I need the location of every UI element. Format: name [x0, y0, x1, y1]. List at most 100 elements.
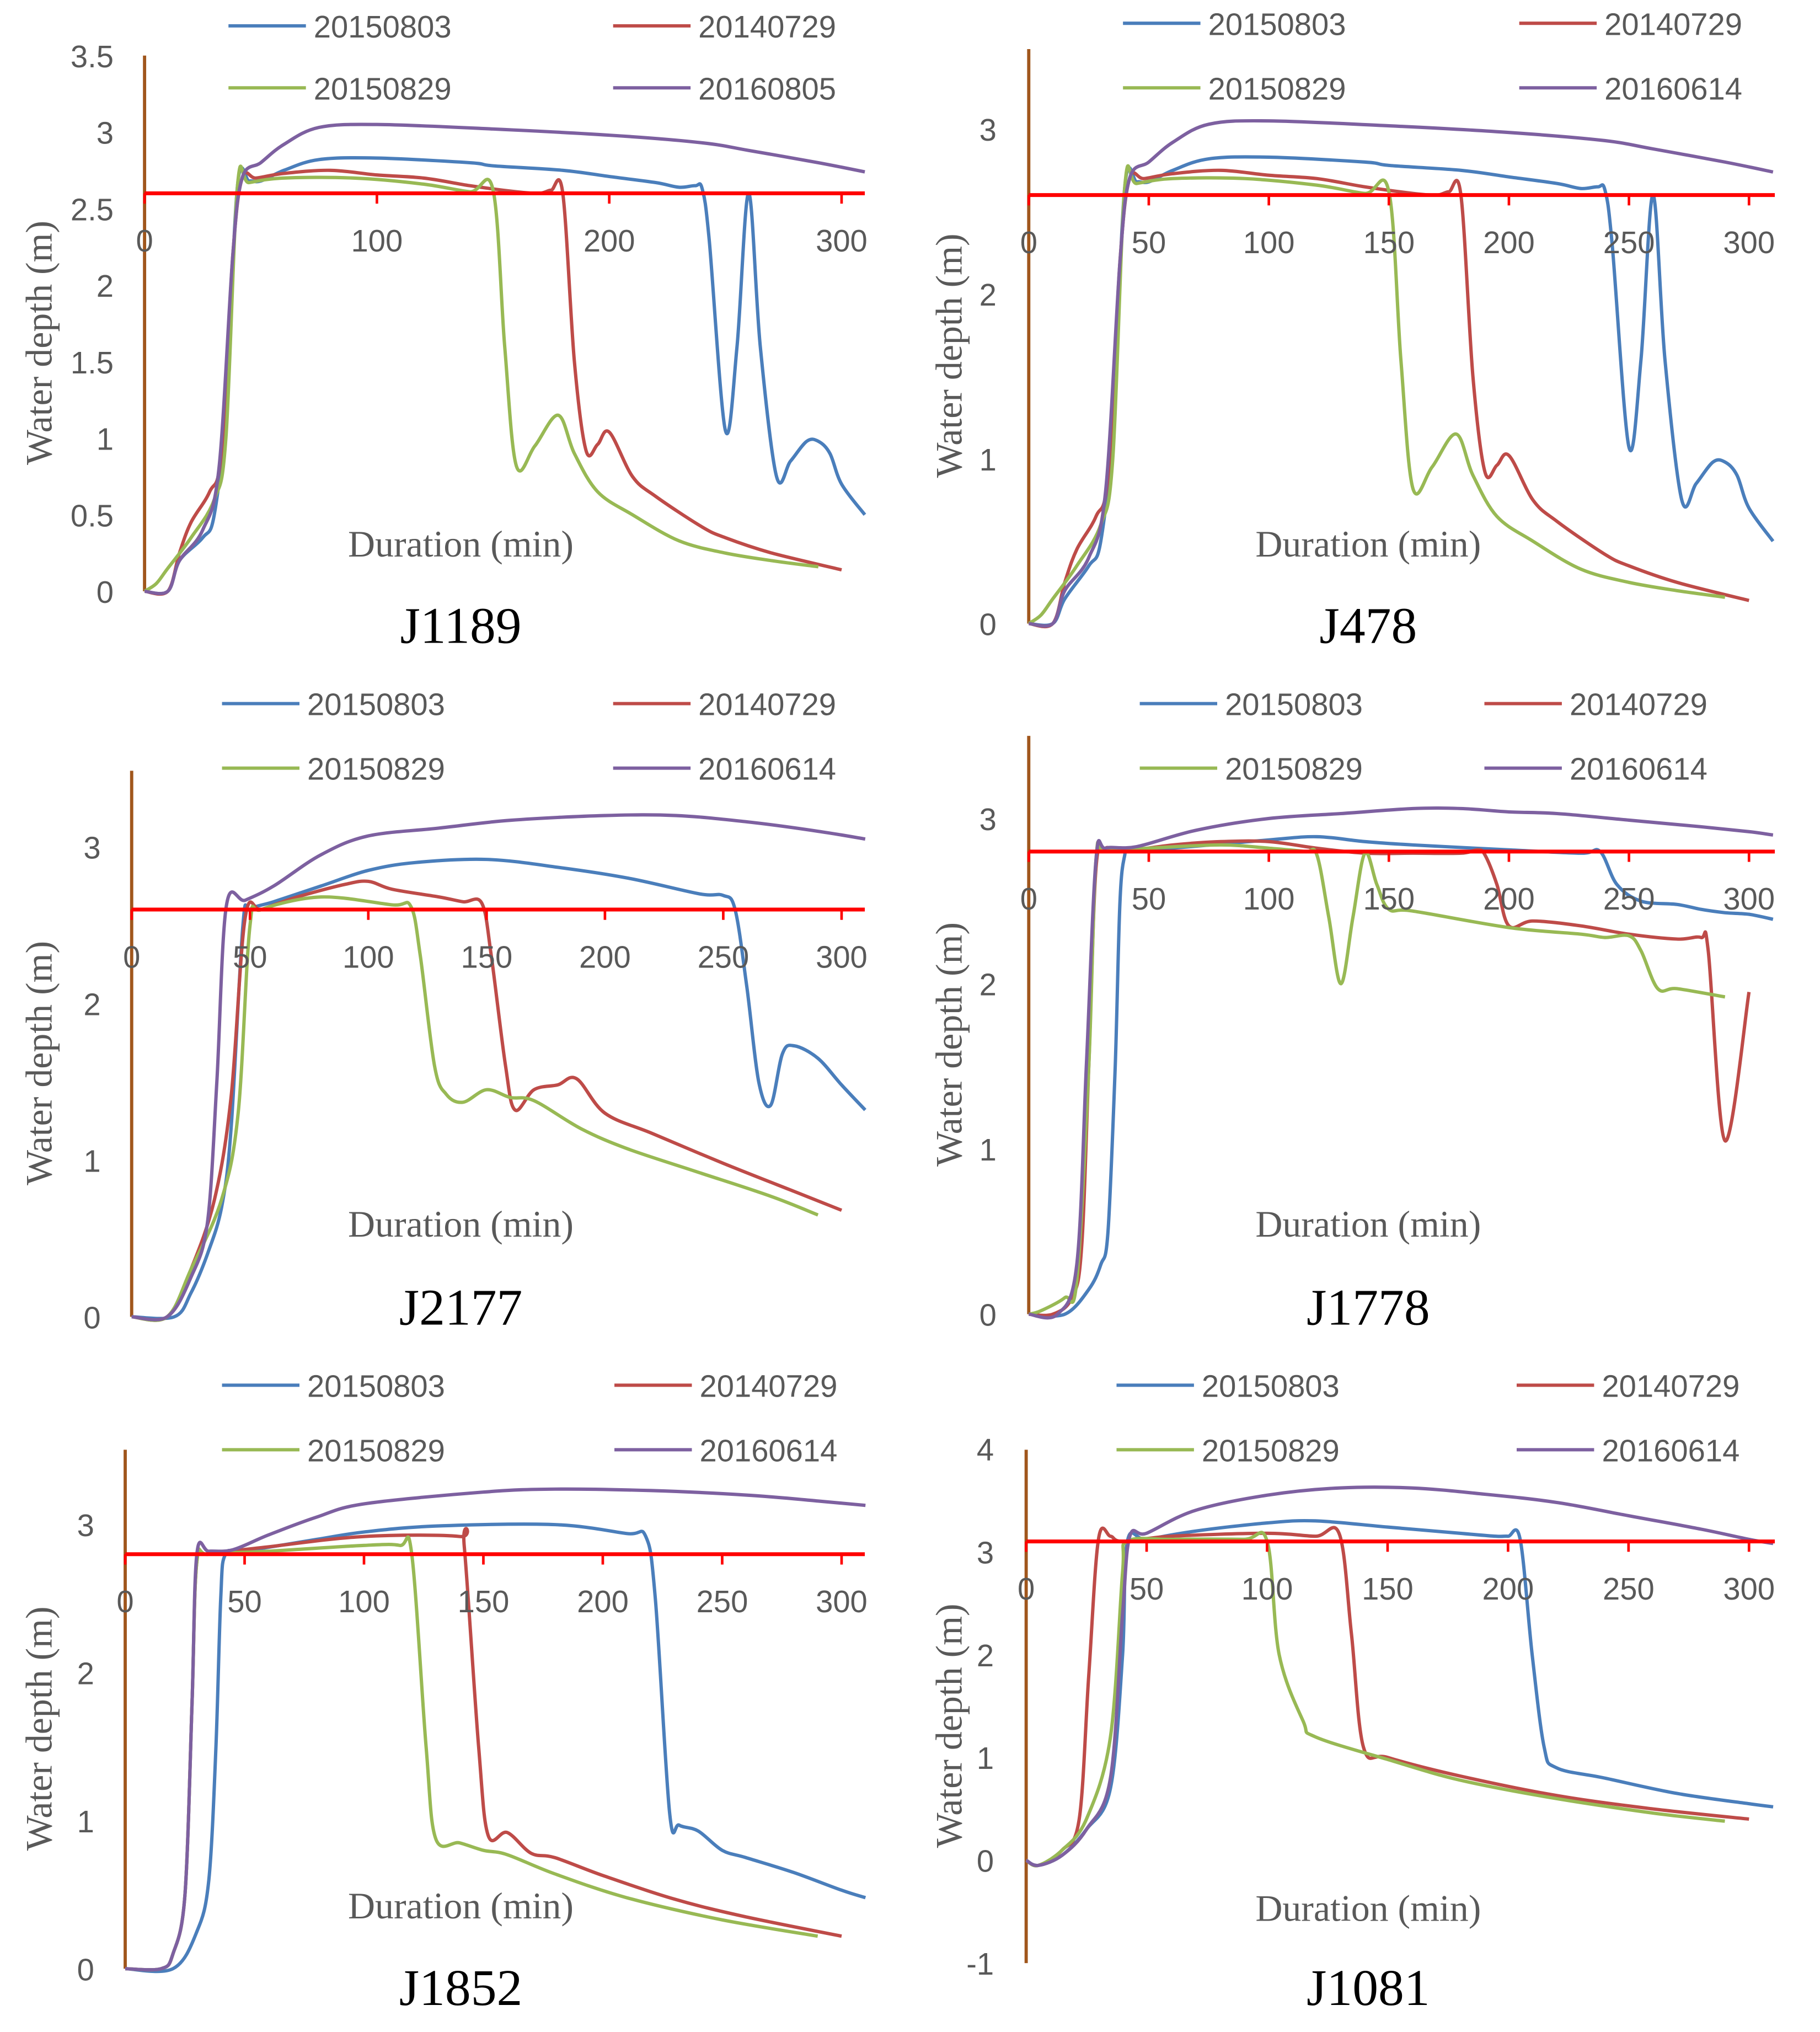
y-tick-label: 2.5 [71, 192, 114, 227]
x-tick-label: 250 [1603, 225, 1655, 260]
chart-panel-j2177: 0 1 2 3 0 50 100 150 200 250 300 20150803 20140729 20… [19, 687, 868, 1336]
y-tick-label: 1 [97, 422, 114, 457]
y-tick-label: 0 [83, 1300, 100, 1335]
x-tick-label: 0 [136, 223, 153, 258]
legend-label: 20150829 [307, 752, 445, 787]
x-axis-title: Duration (min) [348, 523, 574, 565]
x-tick-label: 100 [1241, 1571, 1293, 1606]
x-tick-label: 300 [816, 1584, 868, 1619]
x-tick-label: 300 [816, 223, 868, 258]
y-tick-label: 2 [77, 1656, 94, 1691]
y-axis-title: Water depth (m) [929, 1603, 970, 1848]
x-tick-label: 150 [458, 1584, 510, 1619]
y-tick-label: 0 [979, 607, 997, 642]
legend-label: 20140729 [1570, 687, 1707, 722]
y-tick-label: 3 [97, 116, 114, 151]
y-tick-label: 1.5 [71, 345, 114, 380]
x-tick-label: 250 [1603, 1571, 1655, 1606]
x-tick-label: 200 [584, 223, 635, 258]
y-axis-title: Water depth (m) [929, 922, 970, 1167]
x-tick-label: 100 [351, 223, 403, 258]
series-line-20150829 [1028, 840, 1726, 1316]
series-line-20150829 [143, 164, 819, 593]
legend-label: 20150829 [1225, 752, 1363, 787]
series-line-20160614 [1028, 119, 1774, 628]
series-line-20150829 [1027, 164, 1726, 625]
legend-label: 20150803 [1225, 687, 1363, 722]
x-tick-label: 150 [1362, 1571, 1414, 1606]
series-line-20160614 [1025, 1485, 1774, 1868]
y-tick-label: 3 [977, 1535, 994, 1570]
x-tick-label: 50 [227, 1584, 261, 1619]
legend-label: 20140729 [1604, 7, 1742, 41]
legend-label: 20140729 [700, 1368, 838, 1403]
y-tick-label: 2 [979, 967, 997, 1002]
y-tick-label: 0 [979, 1298, 997, 1333]
legend-label: 20160614 [1602, 1433, 1739, 1468]
y-tick-label: 1 [77, 1804, 94, 1839]
x-tick-label: 200 [579, 939, 631, 974]
chart-panel-j1778: 0 1 2 3 0 50 100 150 200 250 300 20150803 20140729 20… [929, 687, 1775, 1336]
y-tick-label: -1 [966, 1947, 994, 1981]
y-tick-label: 0 [97, 575, 114, 609]
legend-label: 20150803 [307, 687, 445, 722]
series-line-20160614 [131, 813, 866, 1322]
y-tick-label: 1 [977, 1741, 994, 1776]
chart-title: J1852 [399, 1960, 523, 2017]
x-axis-title: Duration (min) [348, 1204, 574, 1245]
chart-title: J478 [1319, 598, 1417, 655]
series-line-20140729 [131, 879, 843, 1322]
x-tick-label: 150 [1363, 225, 1415, 260]
x-tick-label: 50 [1130, 1571, 1164, 1606]
x-tick-label: 200 [1482, 1571, 1534, 1606]
x-axis-title: Duration (min) [1255, 1204, 1481, 1245]
legend-label: 20160614 [1570, 752, 1707, 787]
y-axis-title: Water depth (m) [19, 1606, 60, 1851]
legend-label: 20150803 [307, 1368, 445, 1403]
x-tick-label: 0 [1020, 225, 1037, 260]
legend-label: 20150803 [1208, 7, 1346, 41]
x-tick-label: 50 [1132, 881, 1166, 916]
y-tick-label: 4 [977, 1432, 994, 1467]
x-tick-label: 100 [1243, 225, 1295, 260]
legend-label: 20160614 [700, 1433, 838, 1468]
y-axis-title: Water depth (m) [19, 221, 60, 465]
x-tick-label: 250 [698, 939, 750, 974]
legend-label: 20150803 [314, 9, 452, 44]
series-line-20150803 [125, 1522, 866, 1974]
x-tick-label: 300 [1723, 1571, 1775, 1606]
legend-label: 20160805 [698, 71, 836, 106]
series-line-20150803 [1025, 1518, 1774, 1868]
x-tick-label: 100 [338, 1584, 390, 1619]
legend-label: 20140729 [698, 687, 836, 722]
x-tick-label: 200 [577, 1584, 629, 1619]
x-tick-label: 200 [1483, 881, 1535, 916]
legend-label: 20140729 [698, 9, 836, 44]
y-tick-label: 3 [979, 802, 997, 837]
chart-title: J1778 [1307, 1279, 1430, 1336]
y-tick-label: 2 [979, 277, 997, 312]
legend-label: 20160614 [1604, 71, 1742, 106]
y-tick-label: 2 [977, 1638, 994, 1673]
chart-panel-j1852: 0 1 2 3 0 50 100 150 200 250 300 20150803 20140729 20… [19, 1368, 868, 2016]
legend-label: 20150829 [314, 71, 452, 106]
chart-panel-j1081: -1 0 1 2 3 4 0 50 100 150 200 250 300 20150803 2014072… [929, 1368, 1775, 2016]
chart-title: J1081 [1307, 1960, 1430, 2017]
chart-panel-j1189: 0 0.5 1 1.5 2 2.5 3 3.5 0 100 200 300 20150803 201407… [19, 9, 868, 655]
series-line-20150829 [131, 895, 819, 1322]
legend-label: 20150829 [1202, 1433, 1340, 1468]
series-line-20150803 [131, 857, 867, 1320]
x-tick-label: 250 [697, 1584, 748, 1619]
legend-label: 20150803 [1202, 1368, 1340, 1403]
x-tick-label: 50 [233, 939, 267, 974]
y-tick-label: 2 [97, 269, 114, 303]
x-axis-title: Duration (min) [1255, 1888, 1481, 1929]
x-tick-label: 0 [1020, 881, 1037, 916]
y-axis-title: Water depth (m) [929, 233, 970, 478]
x-axis-title: Duration (min) [348, 1885, 574, 1927]
x-tick-label: 300 [1723, 881, 1775, 916]
x-tick-label: 300 [1723, 225, 1775, 260]
y-tick-label: 0 [77, 1952, 94, 1987]
series-line-20150803 [1029, 835, 1774, 1318]
